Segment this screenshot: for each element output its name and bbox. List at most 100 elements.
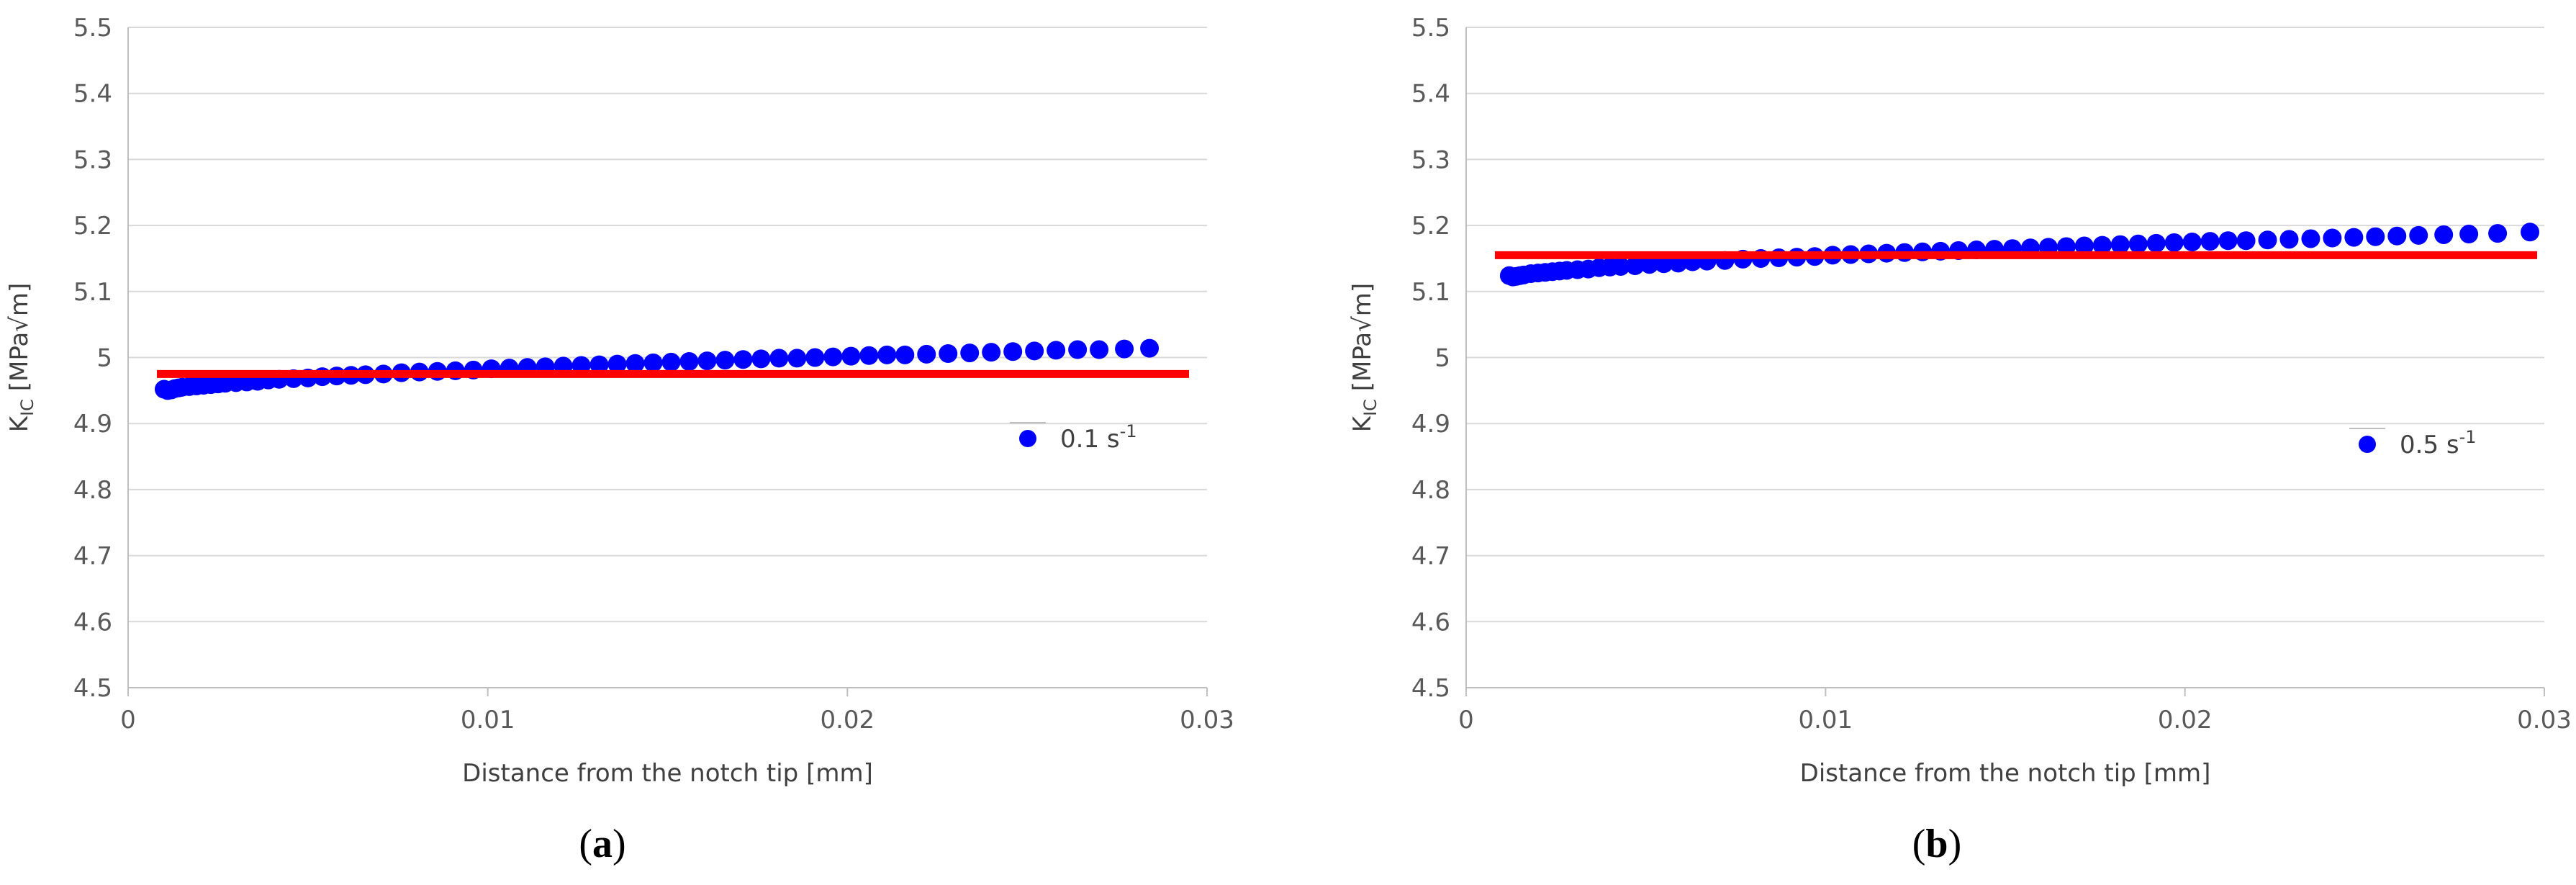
legend-label-value: 0.1 s [1060,425,1120,454]
y-tick-label: 5.5 [1411,14,1450,42]
data-point [2258,230,2277,250]
panel-label: (a) [579,822,625,866]
y-axis-title-unit: [MPa√m] [1348,283,1377,399]
y-tick-label: 4.7 [73,542,112,571]
data-point [787,349,807,368]
data-point [733,350,753,369]
data-point [2164,233,2184,252]
data-point [2110,235,2130,254]
y-axis-title-symbol: K [1348,415,1377,432]
data-point [625,354,645,373]
data-point [2459,225,2479,244]
panel-label-close: ) [1948,822,1962,866]
chart-panel-a: 4.5 4.6 4.7 4.8 4.9 5 5.1 5.2 5.3 5.4 5.5 0 0.01 0.02… [5,14,1234,866]
legend-label: 0.5 s-1 [2400,427,2477,459]
data-point [1025,341,1044,361]
y-tick-label: 5.4 [73,80,112,109]
data-point [679,352,699,372]
data-point [2218,231,2238,251]
data-point [917,344,936,364]
y-tick-label: 4.9 [1411,410,1450,439]
panel-label-open: ( [579,822,592,866]
data-point [1068,340,1088,359]
y-tick-label: 4.5 [1411,674,1450,703]
data-point [841,346,861,366]
x-tick-label: 0.03 [1180,706,1234,734]
data-point [715,351,735,370]
data-point [2146,233,2166,253]
panel-label-close: ) [613,822,626,866]
data-point [643,353,663,372]
y-axis-title-symbol: K [5,415,34,432]
data-point [2323,228,2342,248]
y-axis-title-subscript: IC [17,399,37,416]
y-tick-label: 5 [96,344,112,373]
chart-a-svg: 4.5 4.6 4.7 4.8 4.9 5 5.1 5.2 5.3 5.4 5.5 0 0.01 0.02… [5,14,1234,866]
data-point [769,349,789,368]
x-tick-label: 0.02 [2158,706,2213,734]
data-point [1611,256,1630,276]
data-point [823,347,843,367]
chart-panel-b: 4.5 4.6 4.7 4.8 4.9 5 5.1 5.2 5.3 5.4 5.5 0 0.01 0.02… [1288,0,2576,885]
legend-label-superscript: -1 [2459,427,2477,447]
data-point [1047,341,1066,360]
y-tick-label: 5 [1434,344,1450,373]
legend-marker [2359,436,2376,453]
data-point [877,345,897,364]
data-point [1140,338,1160,358]
legend-label: 0.1 s-1 [1060,421,1137,454]
data-point [2344,228,2364,247]
data-point [2092,235,2112,255]
data-point [2387,226,2407,246]
panel-label-letter: b [1925,822,1948,866]
y-tick-label: 5.3 [1411,145,1450,174]
y-axis-title-unit: [MPa√m] [5,283,34,399]
y-tick-label: 5.1 [73,278,112,307]
data-point [697,351,717,371]
y-tick-label: 5.2 [73,212,112,241]
y-tick-label: 4.6 [1411,608,1450,637]
legend-marker [1019,430,1036,447]
y-tick-label: 4.8 [73,476,112,505]
data-point [2409,225,2428,245]
data-point [1003,342,1023,361]
data-point [2366,227,2385,246]
data-point [1115,339,1134,359]
data-point [1090,340,1109,359]
x-axis-title: Distance from the notch tip [mm] [462,759,873,788]
x-tick-label: 0 [1458,706,1474,734]
data-point [982,343,1001,362]
data-point [2521,223,2540,242]
y-tick-label: 4.5 [73,674,112,703]
y-tick-label: 5.1 [1411,278,1450,307]
y-axis-title: KIC [MPa√m] [5,283,37,432]
y-axis-title-subscript: IC [1360,399,1380,416]
y-tick-label: 5.5 [73,14,112,42]
y-axis-title: KIC [MPa√m] [1348,283,1380,432]
legend-label-superscript: -1 [1120,421,1137,441]
x-tick-label: 0 [120,706,136,734]
data-point [2074,236,2094,256]
x-tick-label: 0.03 [2517,706,2572,734]
data-point [751,349,771,369]
data-point [960,343,980,363]
x-tick-label: 0.01 [461,706,515,734]
data-point [2488,224,2508,243]
data-point [1625,256,1645,276]
y-tick-label: 5.3 [73,145,112,174]
data-point [607,354,627,374]
data-point [805,348,825,367]
y-tick-label: 4.6 [73,608,112,637]
y-tick-label: 4.8 [1411,476,1450,505]
data-point [2301,229,2320,248]
y-tick-label: 5.2 [1411,212,1450,241]
data-point [2200,232,2220,251]
chart-b-svg: 4.5 4.6 4.7 4.8 4.9 5 5.1 5.2 5.3 5.4 5.5 0 0.01 0.02… [1348,14,2572,866]
data-point [2182,233,2202,252]
data-point [859,346,879,365]
y-tick-label: 4.7 [1411,542,1450,571]
data-point [2434,225,2454,244]
panel-label-letter: a [592,822,613,866]
data-point [589,355,609,374]
data-point [661,352,681,372]
